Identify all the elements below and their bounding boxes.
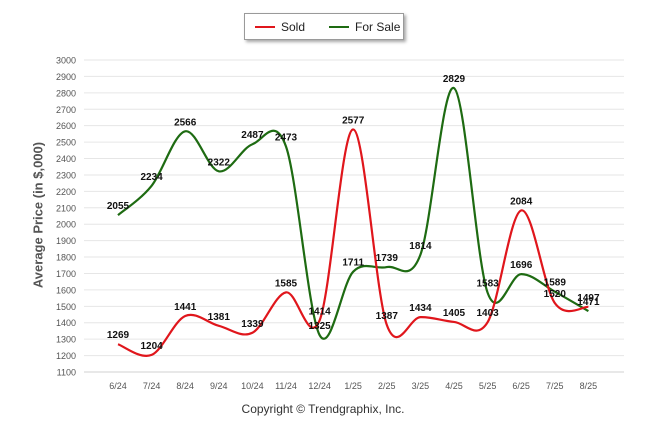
data-label-sold-6-24: 1269 xyxy=(107,330,130,341)
x-tick-label-3-25: 3/25 xyxy=(412,381,430,391)
legend-label-for-sale: For Sale xyxy=(355,19,401,34)
y-tick-label-1400: 1400 xyxy=(56,318,76,328)
data-label-for-sale-8-25: 1471 xyxy=(577,297,600,308)
legend: Sold For Sale xyxy=(244,13,404,40)
data-label-for-sale-5-25: 1583 xyxy=(476,279,499,290)
y-tick-label-3000: 3000 xyxy=(56,56,76,66)
y-tick-label-2600: 2600 xyxy=(56,121,76,131)
data-label-sold-4-25: 1405 xyxy=(443,308,466,319)
data-label-sold-7-25: 1520 xyxy=(544,289,567,300)
series-line-sold xyxy=(117,128,589,357)
legend-item-for-sale[interactable]: For Sale xyxy=(329,20,400,34)
y-tick-label-2700: 2700 xyxy=(56,105,76,115)
x-tick-label-6-25: 6/25 xyxy=(512,381,530,391)
legend-item-sold[interactable]: Sold xyxy=(255,20,305,34)
x-tick-label-5-25: 5/25 xyxy=(479,381,497,391)
legend-swatch-sold xyxy=(255,25,275,28)
copyright-text: Copyright © Trendgraphix, Inc. xyxy=(241,402,405,416)
y-tick-label-1500: 1500 xyxy=(56,302,76,312)
y-tick-label-1800: 1800 xyxy=(56,253,76,263)
y-tick-label-2300: 2300 xyxy=(56,170,76,180)
data-label-for-sale-3-25: 1814 xyxy=(409,241,432,252)
x-tick-label-2-25: 2/25 xyxy=(378,381,396,391)
data-label-for-sale-1-25: 1711 xyxy=(342,258,364,269)
x-tick-label-8-25: 8/25 xyxy=(580,381,598,391)
y-tick-label-2400: 2400 xyxy=(56,154,76,164)
y-tick-label-1700: 1700 xyxy=(56,269,76,279)
x-tick-label-6-24: 6/24 xyxy=(109,381,127,391)
data-label-sold-2-25: 1387 xyxy=(376,311,399,322)
data-label-for-sale-8-24: 2566 xyxy=(174,117,197,128)
legend-swatch-for-sale xyxy=(329,25,350,28)
x-tick-label-9-24: 9/24 xyxy=(210,381,228,391)
data-label-for-sale-6-24: 2055 xyxy=(107,201,130,212)
x-tick-label-11-24: 11/24 xyxy=(275,381,297,391)
series-line-for-sale xyxy=(117,86,589,340)
y-axis-label: Average Price (in $,000) xyxy=(30,141,46,289)
data-label-sold-3-25: 1434 xyxy=(409,303,432,314)
x-tick-label-7-24: 7/24 xyxy=(143,381,161,391)
data-label-for-sale-2-25: 1739 xyxy=(376,253,399,264)
y-tick-label-1300: 1300 xyxy=(56,335,76,345)
y-tick-label-2500: 2500 xyxy=(56,138,76,148)
y-tick-label-1900: 1900 xyxy=(56,236,76,246)
data-label-sold-7-24: 1204 xyxy=(140,341,163,352)
x-tick-label-7-25: 7/25 xyxy=(546,381,564,391)
y-tick-label-1600: 1600 xyxy=(56,285,76,295)
x-tick-label-12-24: 12/24 xyxy=(308,381,331,391)
data-label-for-sale-10-24: 2487 xyxy=(241,130,264,141)
data-label-sold-12-24: 1414 xyxy=(308,306,331,317)
data-label-sold-11-24: 1585 xyxy=(275,278,298,289)
data-label-sold-8-25: 1497 xyxy=(577,293,600,304)
data-label-sold-6-25: 2084 xyxy=(510,196,533,207)
data-label-sold-9-24: 1381 xyxy=(208,312,231,323)
y-tick-label-1100: 1100 xyxy=(57,368,76,378)
data-label-for-sale-12-24: 1325 xyxy=(308,321,331,332)
data-label-sold-1-25: 2577 xyxy=(342,115,365,126)
y-tick-label-2000: 2000 xyxy=(56,220,76,230)
data-label-for-sale-4-25: 2829 xyxy=(443,74,466,85)
legend-label-sold: Sold xyxy=(281,19,306,34)
data-label-for-sale-6-25: 1696 xyxy=(510,260,533,271)
data-label-sold-10-24: 1339 xyxy=(241,319,264,330)
y-tick-label-2800: 2800 xyxy=(56,88,76,98)
x-tick-label-10-24: 10/24 xyxy=(241,381,264,391)
data-label-for-sale-7-25: 1589 xyxy=(544,278,567,289)
data-label-for-sale-9-24: 2322 xyxy=(208,157,231,168)
y-tick-label-2200: 2200 xyxy=(56,187,76,197)
data-label-for-sale-11-24: 2473 xyxy=(275,133,298,144)
x-tick-label-1-25: 1/25 xyxy=(344,381,362,391)
data-label-sold-8-24: 1441 xyxy=(174,302,197,313)
y-tick-label-1200: 1200 xyxy=(56,351,76,361)
x-tick-label-4-25: 4/25 xyxy=(445,381,463,391)
data-label-for-sale-7-24: 2234 xyxy=(140,172,163,183)
y-tick-label-2900: 2900 xyxy=(56,72,76,82)
y-tick-label-2100: 2100 xyxy=(56,203,76,213)
data-label-sold-5-25: 1403 xyxy=(476,308,499,319)
x-tick-label-8-24: 8/24 xyxy=(176,381,194,391)
